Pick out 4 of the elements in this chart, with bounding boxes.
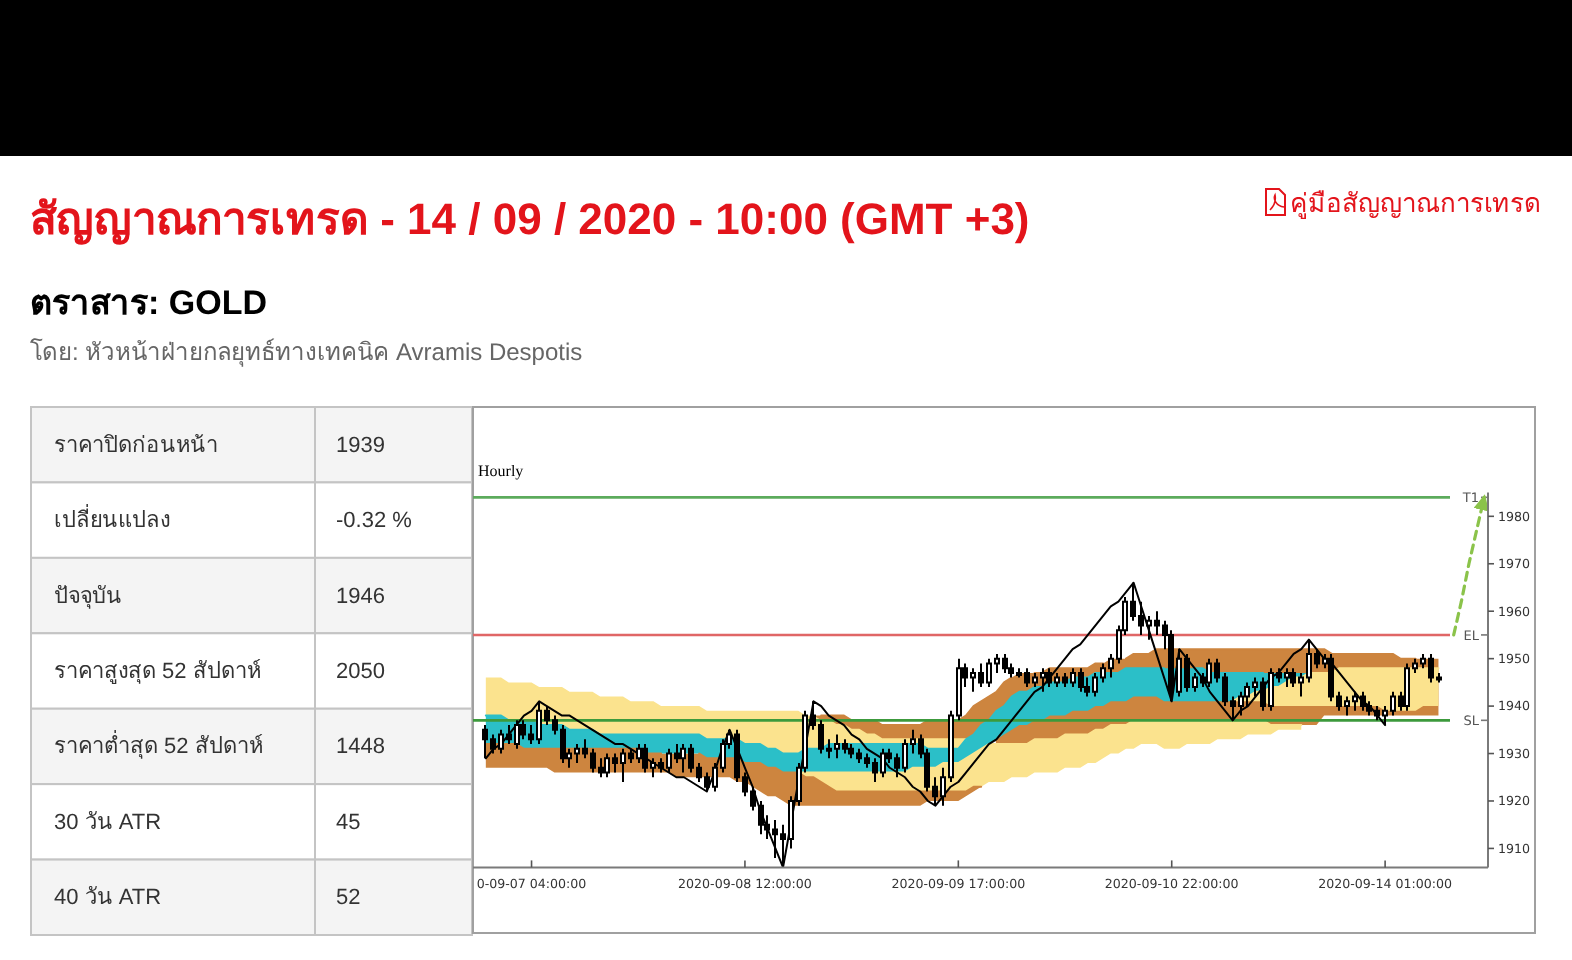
annotation: คู่มือสัญญาณการเทรด — [1290, 188, 1540, 218]
title: สัญญาณการเทรด - 14 / 09 / 2020 - 10:00 (GMT +3) — [30, 194, 1030, 244]
subtitle: ตราสาร: GOLD — [30, 284, 267, 322]
annotation: โดย: หัวหน้าฝ่ายกลยุทธ์ทางเทคนิค Avramis Despotis — [30, 338, 583, 366]
